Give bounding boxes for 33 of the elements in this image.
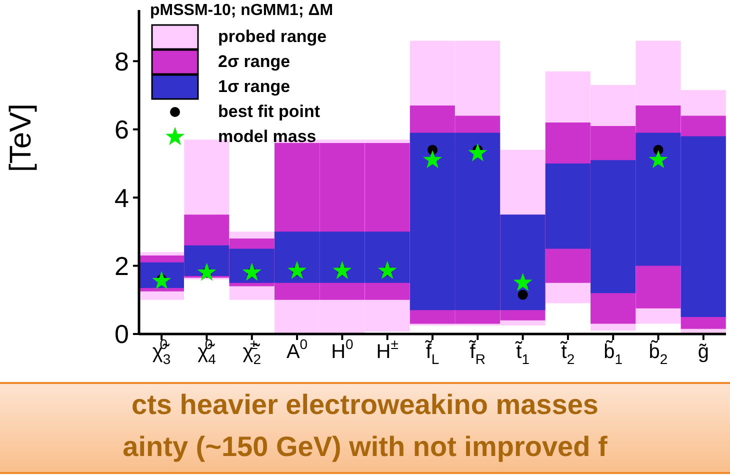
- point: [422, 150, 442, 168]
- point: [648, 150, 668, 168]
- legend-label: best fit point: [218, 102, 320, 122]
- point: [468, 143, 488, 162]
- y-tick-label: 0: [114, 319, 129, 350]
- y-tick-label: 2: [114, 251, 129, 282]
- x-tick-label: f̃$_{R}$: [468, 340, 486, 367]
- x-tick-label: f̃$_{L}$: [424, 340, 440, 367]
- x-tick-label: g̃: [698, 341, 709, 363]
- point: [378, 260, 397, 279]
- legend-label: model mass: [218, 126, 316, 146]
- y-axis-title: [TeV]: [4, 104, 38, 172]
- text: cts heavier electroweakino masses: [130, 388, 600, 422]
- legend-label: probed range: [218, 26, 327, 46]
- y-tick-label: 8: [114, 46, 129, 76]
- x-tick-label: b̃$_{2}$: [648, 340, 668, 367]
- point: [513, 272, 532, 291]
- x-tick-label: H$^{±}$: [376, 336, 399, 363]
- x-tick-label: A$^{0}$: [286, 336, 308, 363]
- point: [518, 290, 528, 300]
- text: ainty (~150 GeV) with not improved f: [122, 430, 608, 464]
- legend-label: 1σ range: [218, 76, 290, 96]
- x-tick-label: t̃$_{1}$: [514, 340, 530, 367]
- y-tick-label: 4: [114, 182, 129, 213]
- point: [332, 260, 352, 279]
- x-tick-label: b̃$_{1}$: [604, 340, 623, 367]
- x-tick-label: t̃$_{2}$: [560, 340, 575, 367]
- legend-label: 2σ range: [218, 52, 290, 72]
- point: [197, 262, 216, 281]
- chart-title: pMSSM-10; nGMM1; ΔM: [150, 2, 334, 20]
- x-tick-label: H$^{0}$: [331, 336, 354, 363]
- y-tick-label: 6: [114, 114, 129, 145]
- point: [288, 260, 307, 279]
